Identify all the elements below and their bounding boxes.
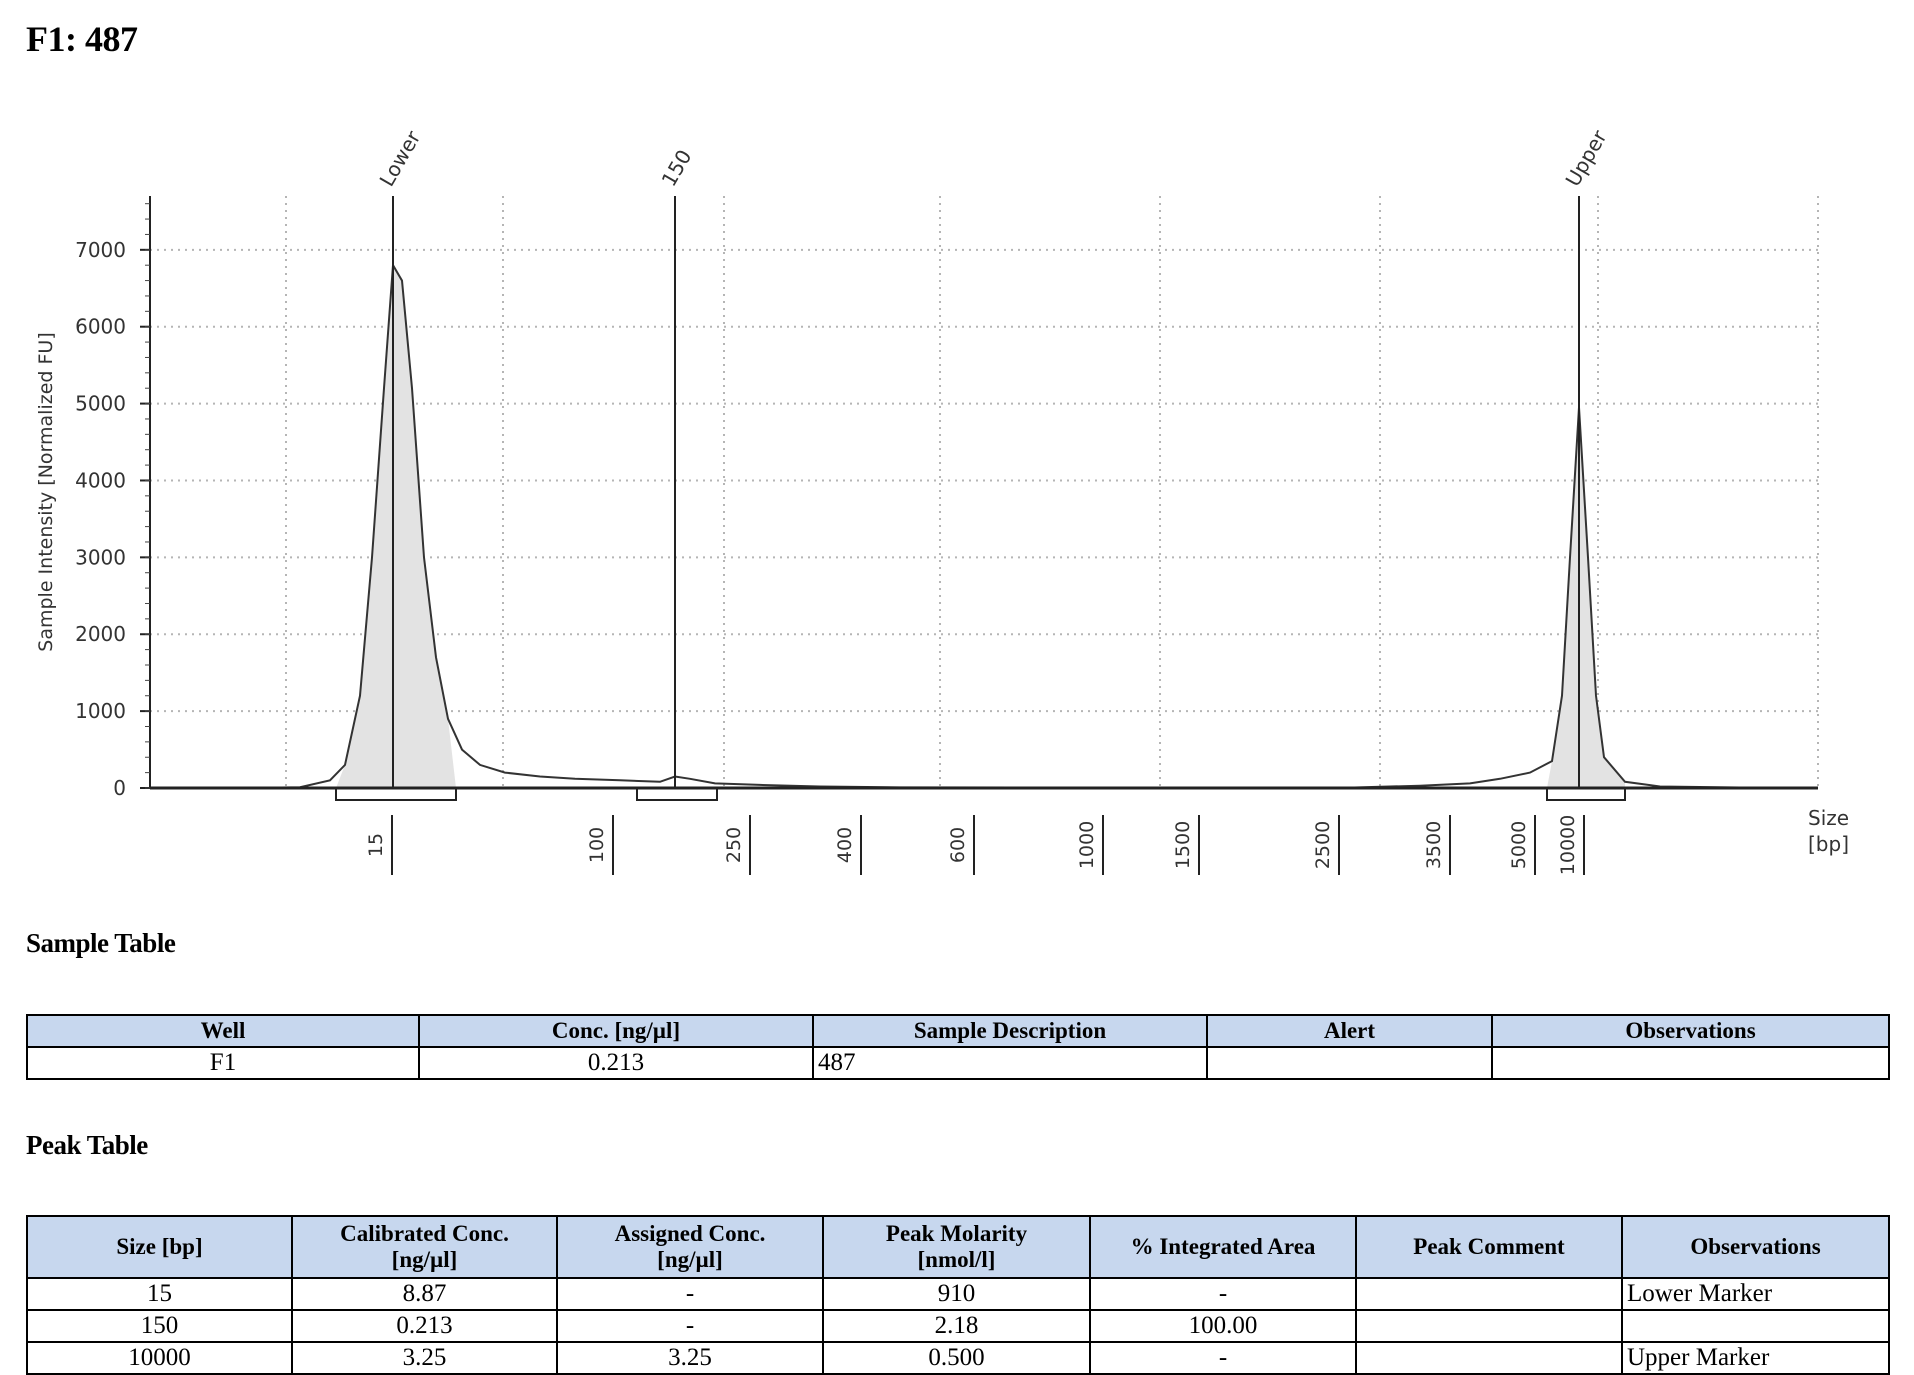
sample-table-header-0: Well [26,1014,420,1048]
sample-table-cell: 487 [812,1046,1208,1080]
x-tick-label: 3500 [1423,821,1445,869]
peak-table-header-0: Size [bp] [26,1215,293,1279]
peak-table-cell: 10000 [26,1341,293,1375]
y-tick-label: 5000 [75,392,126,416]
y-tick-label: 7000 [75,238,126,262]
sample-table-header-3: Alert [1206,1014,1493,1048]
peak-table-cell: Upper Marker [1621,1341,1890,1375]
x-tick-label: 1000 [1076,821,1098,869]
y-axis-title: Sample Intensity [Normalized FU] [35,332,57,651]
x-axis-title-line: Size [1808,806,1849,830]
peak-table-cell: 100.00 [1089,1309,1357,1343]
trace-line [150,261,1818,789]
y-tick-label: 3000 [75,545,126,569]
peak-table-cell: 2.18 [822,1309,1091,1343]
peak-bracket-150 [636,788,718,801]
x-tick-label: 2500 [1312,821,1334,869]
peak-table: Size [bp] Calibrated Conc. [ng/µl] Assigned… [26,1215,1890,1375]
y-tick-label: 0 [113,776,126,800]
peak-table-cell [1621,1309,1890,1343]
peak-table-cell [1355,1341,1623,1375]
peak-label-150: 150 [657,145,697,190]
peak-table-header-3: Peak Molarity [nmol/l] [822,1215,1091,1279]
peak-table-row: 150 0.213-2.18 100.00 [26,1309,1890,1343]
x-tick-label: 15 [365,833,387,857]
peak-table-cell: 3.25 [291,1341,558,1375]
x-tick-label: 5000 [1508,821,1530,869]
sample-table-cell: F1 [26,1046,420,1080]
axes [140,196,1818,875]
peak-table-cell: - [1089,1341,1357,1375]
sample-table-header-1: Conc. [ng/µl] [418,1014,814,1048]
peak-table-cell: 3.25 [556,1341,824,1375]
peak-label-upper: Upper [1561,125,1612,190]
peak-table-row: 10000 3.25 3.25 0.500- Upper Marker [26,1341,1890,1375]
sample-table-heading: Sample Table [26,928,176,958]
sample-table-header-4: Observations [1491,1014,1890,1048]
peak-table-cell: 150 [26,1309,293,1343]
peak-bracket-upper [1546,788,1626,801]
sample-table-row: F1 0.213 487 [26,1046,1890,1080]
peak-table-cell: Lower Marker [1621,1277,1890,1311]
peak-table-cell: - [556,1309,824,1343]
peak-table-cell: - [556,1277,824,1311]
upper-peak-area [1547,407,1625,788]
peak-table-header-4: % Integrated Area [1089,1215,1357,1279]
trace [150,196,1818,801]
sample-table-header-row: Well Conc. [ng/µl] Sample Description Alert… [26,1014,1890,1048]
page-title: F1: 487 [26,19,138,59]
y-tick-label: 1000 [75,699,126,723]
peak-table-cell: 8.87 [291,1277,558,1311]
peak-bracket-lower [335,788,457,801]
electropherogram-chart: Lower 150 Upper 0 1000 2000 3000 4000 5000 6000 70… [35,125,1849,875]
x-tick-label: 1500 [1172,821,1194,869]
sample-table-cell [1206,1046,1493,1080]
x-tick-label: 250 [723,827,745,863]
sample-table-cell: 0.213 [418,1046,814,1080]
sample-table: Well Conc. [ng/µl] Sample Description Alert… [26,1014,1890,1080]
x-tick-label: 100 [586,827,608,863]
lower-peak-area [336,265,456,788]
peak-table-cell [1355,1309,1623,1343]
y-tick-label: 2000 [75,622,126,646]
peak-table-header-row: Size [bp] Calibrated Conc. [ng/µl] Assigned… [26,1215,1890,1279]
peak-table-cell: 0.500 [822,1341,1091,1375]
peak-table-row: 15 8.87-910- Lower Marker [26,1277,1890,1311]
peak-table-header-5: Peak Comment [1355,1215,1623,1279]
y-tick-label: 4000 [75,468,126,492]
peak-table-cell: 15 [26,1277,293,1311]
peak-table-cell: 910 [822,1277,1091,1311]
x-tick-label: 10000 [1557,815,1579,875]
x-tick-label: 600 [947,827,969,863]
peak-table-heading: Peak Table [26,1130,148,1160]
peak-table-cell [1355,1277,1623,1311]
peak-label-lower: Lower [375,126,426,191]
peak-table-cell: - [1089,1277,1357,1311]
sample-table-header-2: Sample Description [812,1014,1208,1048]
peak-table-cell: 0.213 [291,1309,558,1343]
peak-table-header-1: Calibrated Conc. [ng/µl] [291,1215,558,1279]
peak-table-header-6: Observations [1621,1215,1890,1279]
sample-table-cell [1491,1046,1890,1080]
y-tick-label: 6000 [75,315,126,339]
gridlines [150,196,1819,788]
peak-table-header-2: Assigned Conc. [ng/µl] [556,1215,824,1279]
x-axis-title-line: [bp] [1808,832,1849,856]
x-tick-label: 400 [834,827,856,863]
